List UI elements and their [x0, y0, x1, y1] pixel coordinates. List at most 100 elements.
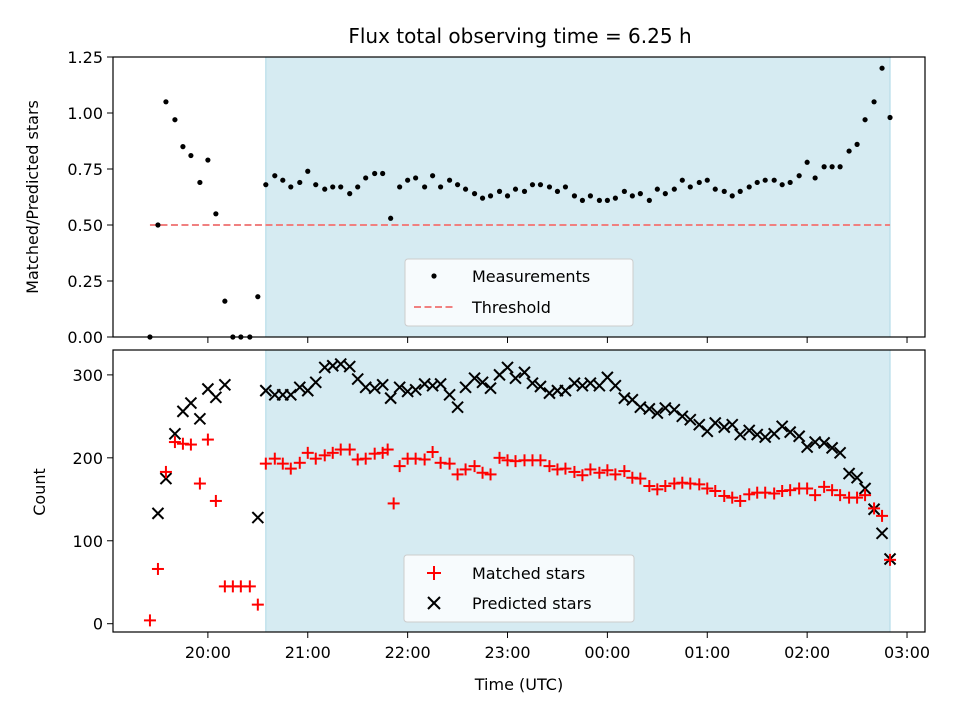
predicted-star-point: [800, 440, 814, 454]
measurement-point: [579, 197, 586, 203]
measurement-point: [787, 179, 793, 186]
predicted-marker-stroke: [426, 379, 439, 392]
measurement-point: [305, 168, 311, 174]
top-y-tick-label: 0.25: [67, 272, 103, 291]
predicted-marker-stroke: [168, 427, 182, 440]
predicted-marker-stroke: [743, 424, 756, 437]
predicted-star-point: [743, 424, 756, 437]
predicted-marker-stroke: [159, 472, 173, 485]
measurement-point: [413, 175, 419, 181]
measurement-point: [862, 117, 868, 123]
measurement-point: [172, 117, 178, 123]
matched-star-point: [343, 443, 356, 456]
measurement-point: [854, 141, 860, 147]
matched-star-point: [876, 509, 889, 522]
top-y-tick-label: 1.00: [67, 104, 103, 123]
measurement-point: [571, 193, 578, 199]
matched-star-point: [801, 482, 814, 495]
matched-star-point: [443, 457, 456, 470]
measurement-point: [454, 182, 461, 188]
matched-star-point: [309, 452, 322, 465]
measurement-point: [812, 175, 818, 181]
predicted-marker-stroke: [850, 471, 864, 484]
predicted-star-point: [842, 467, 856, 480]
measurement-point: [546, 184, 553, 190]
bottom-y-tick-label: 0: [93, 615, 103, 634]
matched-star-point: [643, 480, 656, 493]
predicted-marker-stroke: [750, 428, 764, 441]
matched-star-point: [609, 468, 622, 481]
measurement-point: [887, 114, 893, 121]
predicted-marker-stroke: [726, 418, 739, 431]
measurement-point: [521, 188, 528, 194]
measurement-point: [804, 159, 810, 165]
predicted-marker-stroke: [601, 371, 614, 384]
predicted-marker-stroke: [518, 366, 531, 379]
predicted-marker-stroke: [401, 385, 414, 398]
matched-star-point: [734, 494, 747, 507]
matched-star-point: [268, 452, 281, 465]
measurement-point: [796, 173, 802, 179]
matched-star-point: [726, 491, 739, 504]
predicted-marker-stroke: [875, 527, 889, 540]
bottom-panel: 0 100 200 300 20:00 21:00 22:00 23:00 00:00 01:0…: [30, 349, 930, 694]
top-y-tick-label: 0.75: [67, 160, 103, 179]
measurement-point: [322, 186, 328, 192]
bottom-x-ticks: 20:00 21:00 22:00 23:00 00:00 01:00 02:00 03:00: [185, 632, 930, 662]
measurement-point: [646, 197, 652, 203]
predicted-star-point: [209, 391, 223, 404]
matched-star-point: [201, 433, 214, 446]
matched-star-point: [318, 449, 331, 462]
x-tick-label: 02:00: [784, 643, 830, 662]
predicted-star-point: [368, 381, 381, 395]
predicted-star-point: [518, 366, 531, 379]
measurement-point: [330, 184, 336, 190]
x-tick-label: 00:00: [584, 643, 630, 662]
measurement-point: [604, 197, 610, 203]
predicted-star-point: [568, 376, 581, 390]
measurement-point: [263, 182, 269, 188]
predicted-marker-stroke: [484, 381, 497, 395]
matched-star-point: [168, 436, 181, 449]
matched-star-point: [784, 484, 797, 497]
matched-star-point: [834, 489, 847, 502]
measurement-point: [437, 184, 444, 190]
predicted-star-point: [875, 527, 889, 540]
matched-star-point: [184, 438, 197, 451]
x-tick-label: 23:00: [484, 643, 530, 662]
predicted-marker-stroke: [501, 361, 514, 374]
measurement-point: [662, 191, 668, 197]
predicted-star-point: [758, 430, 772, 444]
predicted-star-point: [484, 381, 497, 395]
predicted-marker-stroke: [668, 403, 681, 416]
matched-star-point: [159, 465, 172, 478]
matched-star-point: [484, 468, 497, 481]
predicted-marker-stroke: [734, 428, 747, 441]
x-tick-label: 03:00: [884, 643, 930, 662]
predicted-marker-stroke: [709, 416, 722, 430]
legend-predicted-label: Predicted stars: [472, 594, 592, 613]
matched-star-point: [559, 462, 572, 475]
predicted-star-point: [543, 386, 556, 400]
predicted-star-point: [833, 446, 847, 460]
bottom-axes-frame: [112, 349, 926, 633]
predicted-star-point: [709, 416, 722, 430]
matched-star-point: [859, 489, 872, 502]
matched-star-point: [476, 466, 489, 479]
measurement-point: [188, 152, 194, 159]
predicted-marker-stroke: [526, 376, 539, 390]
predicted-marker-stroke: [368, 381, 381, 395]
predicted-star-point: [376, 378, 389, 392]
matched-star-point: [718, 489, 731, 502]
predicted-star-point: [609, 379, 622, 392]
predicted-marker-stroke: [468, 371, 481, 385]
matched-star-point: [381, 443, 394, 456]
predicted-marker-stroke: [758, 430, 772, 444]
matched-stars-points: [143, 433, 897, 627]
measurement-point: [629, 193, 635, 199]
matched-star-point: [293, 456, 306, 469]
predicted-marker-stroke: [218, 378, 232, 392]
matched-star-point: [418, 453, 431, 466]
predicted-marker-stroke: [534, 380, 547, 393]
predicted-marker-stroke: [626, 393, 639, 406]
